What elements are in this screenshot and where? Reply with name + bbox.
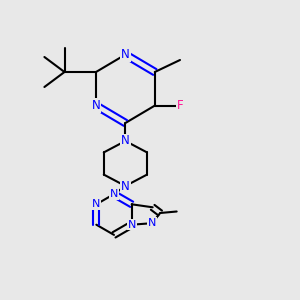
Text: N: N [121, 179, 130, 193]
Text: N: N [110, 189, 118, 199]
Text: F: F [177, 99, 183, 112]
Text: N: N [121, 48, 130, 61]
Text: N: N [121, 134, 130, 148]
Text: N: N [92, 199, 100, 209]
Text: N: N [92, 99, 100, 112]
Text: N: N [148, 218, 156, 228]
Text: N: N [128, 220, 136, 230]
